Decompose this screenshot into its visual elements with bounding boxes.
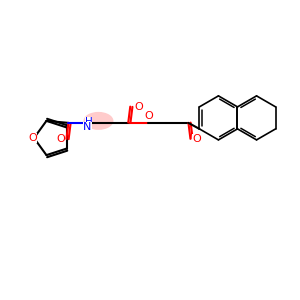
Text: O: O bbox=[144, 111, 153, 121]
Text: N: N bbox=[83, 122, 92, 132]
Text: O: O bbox=[28, 133, 38, 143]
Text: O: O bbox=[192, 134, 201, 144]
Ellipse shape bbox=[83, 112, 113, 130]
Text: O: O bbox=[56, 134, 65, 144]
Text: O: O bbox=[134, 102, 143, 112]
Text: H: H bbox=[85, 117, 92, 127]
